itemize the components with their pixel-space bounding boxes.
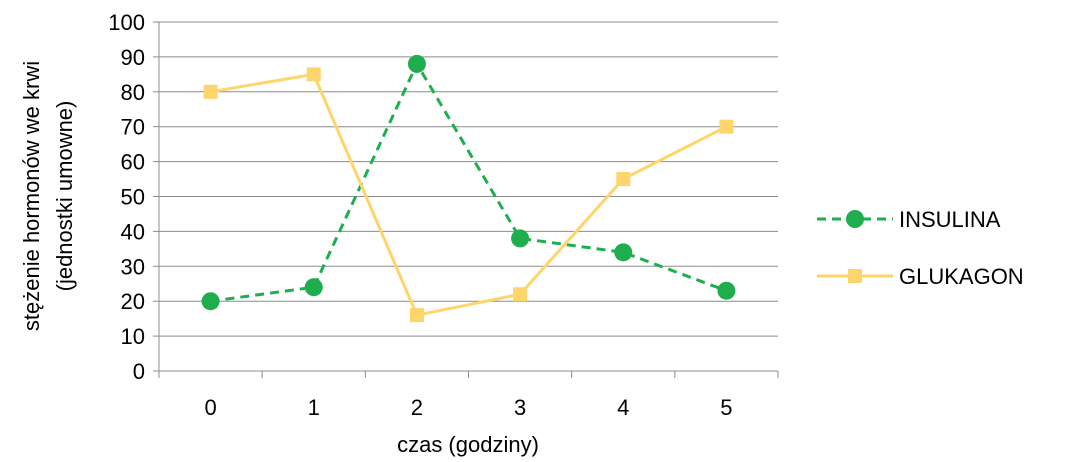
- data-point: [719, 119, 734, 134]
- x-axis-ticks: 0 1 2 3 4 5: [158, 371, 779, 420]
- y-tick-label: 10: [121, 324, 145, 349]
- y-axis-title-line-2: (jednostki umowne): [52, 101, 77, 292]
- data-point: [306, 67, 321, 82]
- data-point: [614, 243, 633, 262]
- data-point: [409, 308, 424, 323]
- x-tick-label: 0: [204, 395, 216, 420]
- data-point: [407, 54, 426, 73]
- legend-swatch-marker: [848, 269, 862, 283]
- legend-item-glukagon: GLUKAGON: [817, 264, 1024, 289]
- legend-label-insulina: INSULINA: [899, 207, 1001, 232]
- y-tick-label: 30: [121, 254, 145, 279]
- series-line: [210, 72, 728, 317]
- data-point: [717, 281, 736, 300]
- y-tick-label: 80: [121, 80, 145, 105]
- legend-swatch-marker: [846, 210, 864, 228]
- y-tick-label: 60: [121, 150, 145, 175]
- y-tick-label: 50: [121, 185, 145, 210]
- x-tick-label: 3: [514, 395, 526, 420]
- x-tick-label: 4: [617, 395, 629, 420]
- series-insulina: [201, 54, 736, 311]
- plot-series: [201, 54, 736, 323]
- data-point: [201, 292, 220, 311]
- y-tick-label: 40: [121, 219, 145, 244]
- legend-item-insulina: INSULINA: [817, 207, 1001, 232]
- series-glukagon: [203, 67, 734, 323]
- legend-label-glukagon: GLUKAGON: [899, 264, 1024, 289]
- data-point: [616, 172, 631, 187]
- data-point: [511, 229, 530, 248]
- data-point: [513, 287, 528, 302]
- x-axis-title: czas (godziny): [397, 432, 539, 457]
- series-line: [210, 62, 727, 303]
- legend: INSULINA GLUKAGON: [817, 207, 1024, 289]
- x-tick-label: 2: [411, 395, 423, 420]
- y-axis-title-line-1: stężenie hormonów we krwi: [19, 61, 44, 331]
- data-point: [203, 84, 218, 99]
- y-tick-label: 100: [108, 10, 145, 35]
- x-tick-label: 5: [720, 395, 732, 420]
- data-point: [304, 278, 323, 297]
- y-tick-label: 20: [121, 289, 145, 314]
- y-tick-label: 90: [121, 45, 145, 70]
- y-tick-label: 70: [121, 115, 145, 140]
- x-tick-label: 1: [308, 395, 320, 420]
- y-axis-title: stężenie hormonów we krwi (jednostki umo…: [19, 61, 77, 331]
- y-tick-label: 0: [133, 359, 145, 384]
- y-axis-ticks: 0 10 20 30 40 50 60 70 80 90 100: [108, 10, 159, 384]
- gridlines: [159, 21, 778, 337]
